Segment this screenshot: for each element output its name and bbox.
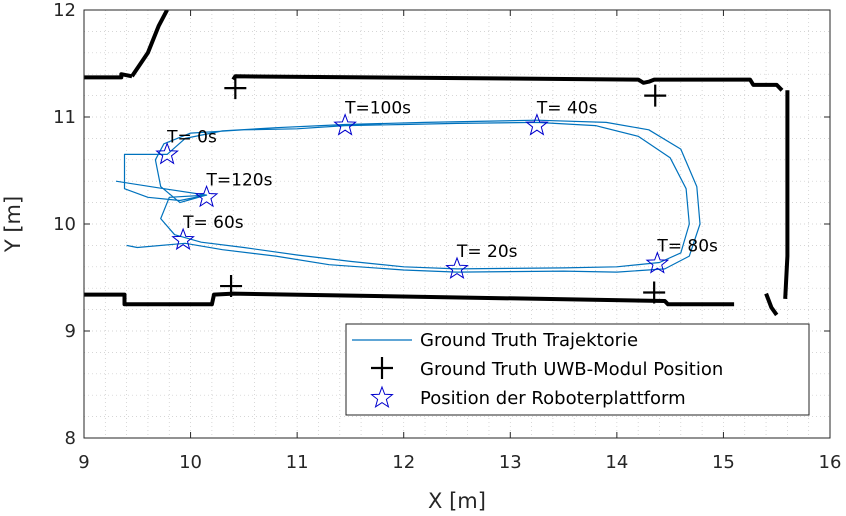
y-tick-label: 10: [53, 214, 76, 235]
uwb-marker: [644, 84, 667, 107]
robot-position-marker: [155, 142, 179, 165]
x-tick-label: 12: [392, 452, 415, 473]
trajectory-line: [115, 119, 701, 273]
y-tick-label: 12: [53, 0, 76, 21]
robot-position-marker: [171, 227, 195, 251]
wall-segment: [130, 10, 169, 78]
time-annotation: T= 20s: [456, 242, 518, 262]
x-tick-label: 16: [819, 452, 842, 473]
robot-position-marker: [333, 113, 357, 136]
x-tick-label: 11: [286, 452, 309, 473]
legend-plus-swatch: [371, 357, 393, 379]
legend-entry-trajectory: Ground Truth Trajektorie: [420, 330, 638, 351]
wall-segment: [84, 291, 735, 307]
wall-segment: [231, 74, 784, 92]
time-annotation: T=120s: [206, 170, 273, 190]
y-tick-label: 8: [65, 428, 76, 449]
wall-segment: [84, 72, 133, 80]
uwb-marker-layer: [220, 77, 667, 304]
x-tick-label: 14: [605, 452, 628, 473]
x-tick-label: 15: [712, 452, 735, 473]
uwb-marker: [224, 77, 247, 100]
robot-position-marker: [445, 256, 469, 280]
wall-segment: [764, 292, 779, 317]
legend-entry-robot: Position der Roboterplattform: [420, 388, 686, 409]
x-tick-label: 10: [179, 452, 202, 473]
wall-segment: [783, 90, 790, 300]
y-tick-label: 9: [65, 321, 76, 342]
legend-entry-uwb: Ground Truth UWB-Modul Position: [420, 359, 723, 380]
uwb-marker: [643, 281, 666, 304]
time-annotation: T=100s: [344, 99, 411, 119]
uwb-marker: [220, 275, 243, 298]
legend: Ground Truth Trajektorie Ground Truth UW…: [345, 323, 810, 416]
x-tick-label: 13: [499, 452, 522, 473]
robot-position-marker: [525, 113, 549, 136]
robot-marker-layer: T= 0s T= 20s T= 40s T= 60s T= 80s T=100s T=120…: [155, 99, 718, 280]
robot-position-marker: [194, 184, 219, 208]
walls-layer: [84, 10, 790, 317]
x-axis-label: X [m]: [428, 489, 486, 513]
x-tick-label: 9: [78, 452, 89, 473]
legend-box: [345, 323, 810, 416]
time-annotation: T= 60s: [182, 213, 244, 233]
legend-star-swatch: [370, 385, 394, 409]
y-axis-label: Y [m]: [1, 196, 25, 253]
robot-position-marker: [645, 251, 670, 274]
time-annotation: T= 0s: [166, 127, 217, 147]
time-annotation: T= 40s: [536, 99, 598, 119]
y-tick-label: 11: [53, 107, 76, 128]
trajectory-layer: [115, 119, 701, 273]
time-annotation: T= 80s: [656, 237, 718, 257]
